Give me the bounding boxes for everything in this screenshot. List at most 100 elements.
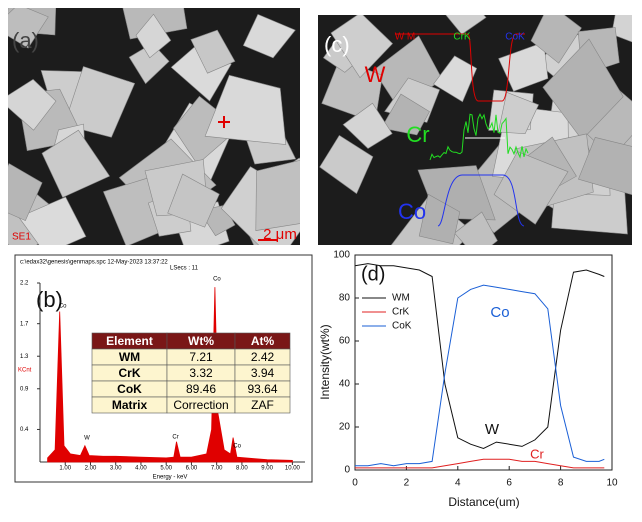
x-tick-label: 7.00: [211, 466, 223, 472]
table-text: WM: [119, 350, 140, 364]
x-tick-label: 8: [558, 478, 564, 489]
series-line: [355, 284, 605, 467]
grain: [63, 66, 136, 138]
panel-label: (a): [12, 28, 39, 53]
grain: [530, 15, 582, 64]
table-text: 7.21: [189, 350, 213, 364]
x-tick-label: 4.00: [135, 466, 147, 472]
x-tick-label: 8.00: [236, 466, 248, 472]
x-tick-label: 4: [455, 478, 461, 489]
profile-label: CoK: [505, 32, 525, 43]
table-text: Matrix: [112, 398, 148, 412]
x-tick-label: 3.00: [110, 466, 122, 472]
element-label: W: [365, 62, 386, 87]
y-tick-label: 1.7: [20, 321, 29, 327]
x-tick-label: 10.00: [285, 466, 301, 472]
cursor-mark: [218, 116, 230, 128]
element-label: Co: [398, 199, 426, 224]
series-line: [354, 263, 605, 450]
panel-label: (c): [324, 32, 350, 57]
table-text: CoK: [117, 382, 142, 396]
detector-label: SE1: [12, 232, 31, 243]
table-text: ZAF: [251, 398, 274, 412]
y-tick-label: 0.9: [20, 386, 29, 392]
grain: [445, 15, 487, 35]
annotation: W: [485, 421, 500, 438]
y-tick-label: 80: [339, 293, 351, 304]
grain: [380, 93, 430, 136]
peak-label: Co: [59, 304, 67, 310]
x-tick-label: 0: [352, 478, 358, 489]
element-label: Cr: [406, 122, 429, 147]
table-header: Element: [106, 334, 153, 348]
table-text: 3.94: [251, 366, 275, 380]
grain: [330, 15, 394, 79]
x-axis-label: Distance(um): [448, 495, 519, 509]
x-tick-label: 5.00: [160, 466, 172, 472]
grain: [173, 95, 240, 165]
grain: [454, 211, 498, 245]
x-tick-label: 10: [606, 478, 618, 489]
grain: [167, 173, 220, 228]
y-tick-label: 1.3: [20, 354, 29, 360]
x-tick-label: 6: [506, 478, 512, 489]
y-axis-label: KCnt: [18, 368, 32, 374]
panel-label: (d): [361, 263, 385, 285]
table-header: Wt%: [188, 334, 214, 348]
grain: [611, 15, 632, 43]
y-tick-label: 2.2: [20, 281, 29, 287]
y-tick-label: 60: [339, 336, 351, 347]
table-text: Correction: [173, 398, 228, 412]
x-axis-label: Energy - keV: [153, 475, 188, 481]
grain: [319, 134, 374, 195]
grain: [577, 137, 632, 195]
co-trace: [437, 174, 525, 227]
peak-label: Co: [233, 444, 241, 450]
peak-label: W: [84, 436, 90, 442]
micrograph-c: [318, 15, 632, 245]
y-tick-label: 0: [344, 465, 350, 476]
spectrum-area: [47, 287, 293, 463]
spectrum-file: c:\edax32\genesis\genmaps.spc 12-May-202…: [20, 260, 168, 266]
plot-frame: [354, 254, 613, 471]
y-tick-label: 20: [339, 422, 351, 433]
x-tick-label: 9.00: [261, 466, 273, 472]
series-line: [355, 458, 605, 469]
x-tick-label: 6.00: [186, 466, 198, 472]
y-axis-label: Intensity(wt%): [318, 324, 332, 399]
grain: [255, 160, 300, 231]
grain: [542, 38, 624, 141]
legend-label: CrK: [392, 307, 410, 318]
scale-label: 2 μm: [263, 226, 297, 243]
table-text: 89.46: [186, 382, 216, 396]
table-header: At%: [251, 334, 275, 348]
y-tick-label: 0.4: [20, 427, 29, 433]
spectrum-lsecs: LSecs : 11: [170, 266, 199, 272]
grain: [418, 193, 461, 245]
table-text: 3.32: [189, 366, 213, 380]
x-tick-label: 2: [404, 478, 410, 489]
grain: [8, 8, 49, 49]
y-tick-label: 100: [333, 250, 350, 261]
w-trace: [395, 33, 525, 102]
grain: [242, 14, 296, 59]
grain: [204, 74, 287, 145]
y-tick-label: 40: [339, 379, 351, 390]
table-text: CrK: [118, 366, 140, 380]
table-text: 2.42: [251, 350, 275, 364]
annotation: Co: [490, 304, 509, 321]
peak-label: Cr: [172, 435, 178, 441]
grain: [190, 29, 236, 74]
profile-label: CrK: [453, 32, 471, 43]
cr-trace: [429, 112, 529, 161]
grain: [41, 129, 111, 198]
grain: [8, 163, 43, 221]
x-tick-label: 1.00: [59, 466, 71, 472]
grain: [497, 91, 540, 135]
table-text: 93.64: [247, 382, 277, 396]
legend-label: CoK: [392, 321, 412, 332]
micrograph-a: [8, 8, 300, 245]
grain: [342, 102, 393, 149]
table-cell: [234, 396, 291, 414]
